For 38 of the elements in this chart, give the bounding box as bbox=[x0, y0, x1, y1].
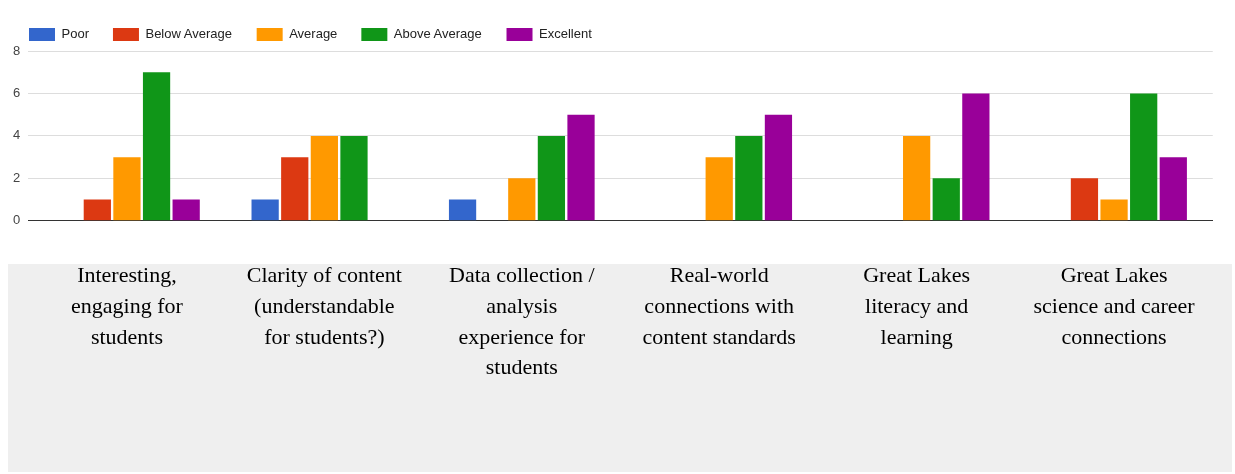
bar bbox=[340, 135, 368, 221]
bar bbox=[1100, 199, 1128, 221]
bar bbox=[310, 135, 338, 221]
bar bbox=[172, 199, 200, 221]
bar bbox=[903, 135, 931, 221]
bar bbox=[448, 199, 477, 221]
x-tick-label: Great Lakes literacy and learning bbox=[863, 261, 971, 349]
bar bbox=[932, 178, 960, 221]
y-tick-label: 2 bbox=[13, 169, 21, 185]
y-tick-label: 0 bbox=[13, 212, 21, 228]
bar bbox=[567, 114, 595, 221]
bar bbox=[764, 114, 793, 221]
x-tick-label: Clarity of content (understandable for students?) bbox=[246, 261, 402, 349]
bar bbox=[735, 135, 763, 221]
bar bbox=[537, 135, 566, 221]
bar bbox=[251, 199, 279, 221]
legend-label: Poor bbox=[61, 26, 90, 42]
bar bbox=[1070, 178, 1099, 221]
x-tick-label: Data collection / analysis experience for students bbox=[449, 261, 596, 380]
y-tick-label: 6 bbox=[13, 85, 21, 101]
x-tick-label: Great Lakes science and career connections bbox=[1033, 261, 1196, 349]
bar bbox=[83, 199, 111, 221]
legend-label: Above Average bbox=[393, 26, 482, 42]
bar bbox=[1130, 93, 1158, 221]
bar bbox=[962, 93, 990, 221]
bar bbox=[281, 157, 309, 221]
bar bbox=[142, 72, 171, 221]
legend-label: Below Average bbox=[145, 26, 232, 42]
bar bbox=[1159, 157, 1187, 221]
x-tick-label: Real-world connections with content standards bbox=[642, 261, 796, 349]
legend-label: Average bbox=[289, 26, 338, 42]
bar bbox=[508, 178, 536, 221]
y-tick-label: 8 bbox=[13, 42, 21, 58]
x-tick-label: Interesting, engaging for students bbox=[71, 261, 184, 349]
legend-label: Excellent bbox=[539, 26, 593, 42]
bar bbox=[705, 157, 733, 221]
bar bbox=[113, 157, 141, 221]
y-tick-label: 4 bbox=[13, 127, 21, 143]
